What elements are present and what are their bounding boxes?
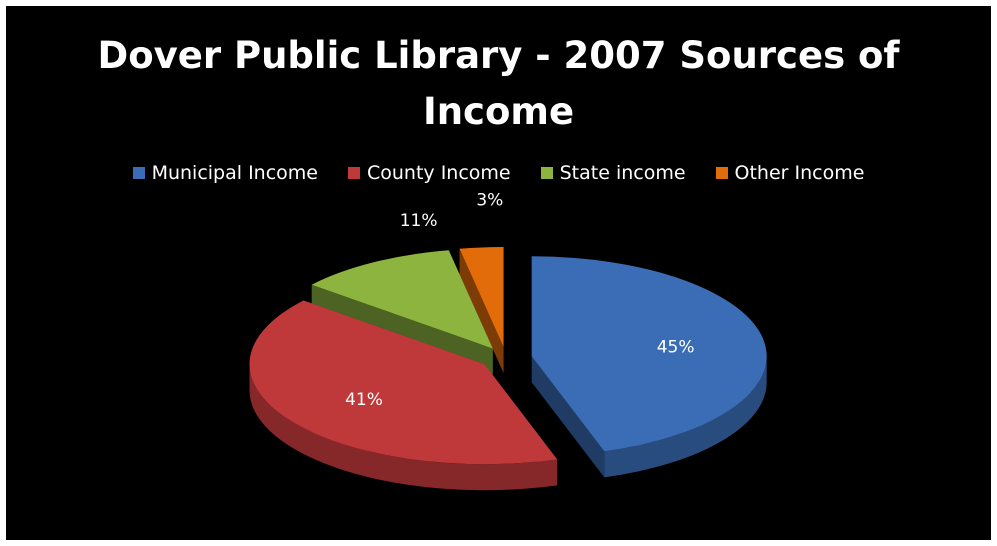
legend-swatch-state xyxy=(540,167,553,179)
legend-item-county: County Income xyxy=(347,162,511,184)
pie-slice-rim xyxy=(604,356,767,478)
legend-item-municipal: Municipal Income xyxy=(132,162,318,184)
legend-swatch-municipal xyxy=(132,167,145,179)
pie-slice-top xyxy=(531,256,767,452)
pie-slice-side xyxy=(531,356,605,478)
legend-item-state: State income xyxy=(540,162,686,184)
pie-slice-top xyxy=(249,300,558,465)
data-label-county-income: 41% xyxy=(345,390,383,410)
pie-slice-municipal-income xyxy=(531,256,767,478)
pie-slice-rim xyxy=(249,364,558,491)
pie-slice-top xyxy=(311,250,493,349)
data-label-state-income: 11% xyxy=(400,211,438,231)
pie-slice-top xyxy=(459,246,504,347)
chart-title-line-2: Income xyxy=(422,90,575,133)
pie-slice-side xyxy=(459,248,504,373)
data-label-other-income: 3% xyxy=(476,191,503,211)
legend-swatch-other xyxy=(715,167,728,179)
pie-slice-county-income xyxy=(249,300,558,491)
legend-item-other: Other Income xyxy=(715,162,865,184)
pie-chart: 45% 41% 11% 3% xyxy=(249,191,767,491)
legend-label-county: County Income xyxy=(366,162,511,184)
legend: Municipal Income County Income State inc… xyxy=(6,162,991,184)
legend-label-other: Other Income xyxy=(734,162,865,184)
data-label-municipal-income: 45% xyxy=(657,338,695,358)
legend-label-municipal: Municipal Income xyxy=(151,162,318,184)
pie-slice-other-income xyxy=(459,246,504,373)
chart-area: Dover Public Library - 2007 Sources of I… xyxy=(6,6,991,540)
legend-swatch-county xyxy=(347,167,360,179)
chart-title-line-1: Dover Public Library - 2007 Sources of xyxy=(97,34,900,77)
chart-title: Dover Public Library - 2007 Sources of I… xyxy=(6,28,991,140)
legend-label-state: State income xyxy=(559,162,686,184)
pie-slices: 45% 41% 11% 3% xyxy=(249,191,767,491)
